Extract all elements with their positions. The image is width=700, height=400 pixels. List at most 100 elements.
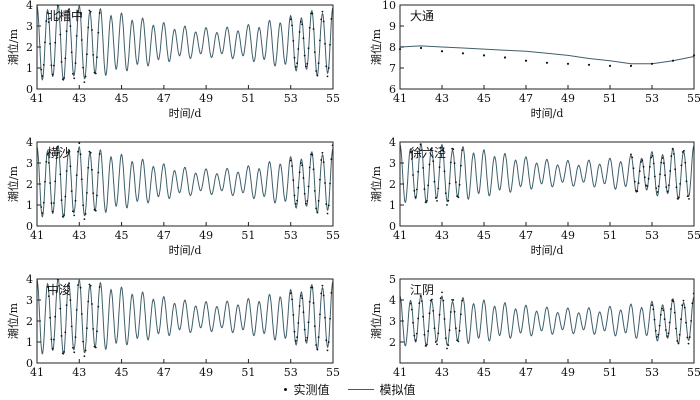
observed-point <box>91 29 93 31</box>
observed-point <box>301 164 303 167</box>
observed-point <box>289 159 292 162</box>
observed-point <box>84 213 87 215</box>
x-tick-label: 53 <box>645 92 659 105</box>
observed-point <box>291 24 293 27</box>
observed-point <box>77 284 79 286</box>
legend: 实测值 模拟值 <box>0 381 700 398</box>
observed-point <box>58 11 60 13</box>
x-axis-label: 时间/d <box>169 244 202 257</box>
observed-point <box>458 329 461 332</box>
observed-point <box>443 170 446 173</box>
observed-point <box>305 339 307 342</box>
observed-point <box>670 308 672 310</box>
observed-point <box>44 41 46 44</box>
observed-point <box>68 149 70 152</box>
observed-point <box>73 351 76 354</box>
x-tick-label: 51 <box>603 229 617 242</box>
y-tick-label: 4 <box>26 273 33 286</box>
observed-point <box>45 160 48 163</box>
observed-point <box>644 176 646 179</box>
observed-point <box>447 344 450 346</box>
observed-point <box>78 142 81 145</box>
observed-point <box>672 300 675 303</box>
observed-point <box>422 315 424 318</box>
observed-point <box>47 161 50 164</box>
observed-point <box>312 168 315 171</box>
observed-point <box>636 190 639 193</box>
observed-point <box>646 185 649 188</box>
y-tick-label: 4 <box>26 0 33 12</box>
observed-point <box>412 174 414 176</box>
observed-point <box>656 191 659 193</box>
observed-point <box>651 304 653 306</box>
observed-point <box>60 335 63 337</box>
observed-point <box>427 184 429 187</box>
observed-point <box>325 339 328 342</box>
observed-point <box>447 199 450 202</box>
observed-point <box>80 39 83 41</box>
y-tick-label: 4 <box>389 136 396 149</box>
observed-point <box>329 317 331 320</box>
observed-point <box>79 153 82 156</box>
observed-point <box>415 188 418 191</box>
observed-point <box>441 291 443 294</box>
observed-point <box>428 163 431 166</box>
observed-point <box>77 150 79 153</box>
x-tick-label: 51 <box>603 92 617 105</box>
observed-point <box>650 156 653 159</box>
observed-point <box>325 203 328 206</box>
observed-point <box>324 42 326 45</box>
observed-point <box>422 167 424 169</box>
x-tick-label: 53 <box>284 229 298 242</box>
observed-point <box>74 199 77 202</box>
observed-point <box>54 41 57 44</box>
observed-point <box>67 10 69 13</box>
observed-point <box>61 352 64 355</box>
observed-point <box>667 332 670 335</box>
observed-point <box>482 54 486 57</box>
x-tick-label: 55 <box>687 229 700 242</box>
observed-point <box>432 310 435 312</box>
observed-point <box>327 67 330 69</box>
x-axis-label: 时间/d <box>531 107 564 120</box>
observed-point <box>431 298 433 301</box>
observed-point <box>80 178 83 181</box>
observed-point <box>666 335 668 337</box>
observed-point <box>426 343 428 346</box>
observed-point <box>89 151 92 154</box>
x-tick-label: 55 <box>687 92 700 105</box>
observed-point <box>452 299 455 301</box>
observed-point <box>682 299 685 302</box>
observed-point <box>60 199 63 202</box>
observed-point <box>330 158 333 161</box>
simulated-series <box>37 144 333 219</box>
observed-point <box>306 200 309 202</box>
observed-point <box>436 200 438 202</box>
observed-point <box>92 54 95 56</box>
observed-point <box>642 165 645 168</box>
observed-point <box>419 295 422 297</box>
x-tick-label: 47 <box>157 229 171 242</box>
observed-point <box>53 338 55 341</box>
x-tick-label: 55 <box>326 229 340 242</box>
observed-point <box>50 338 53 341</box>
observed-point <box>320 292 323 295</box>
y-tick-label: 6 <box>389 83 396 96</box>
observed-point <box>65 170 68 172</box>
observed-point <box>315 70 317 72</box>
y-tick-label: 5 <box>389 273 396 286</box>
observed-point <box>661 157 664 159</box>
x-tick-label: 55 <box>687 366 700 379</box>
panel-title: 横沙 <box>47 146 71 160</box>
observed-point <box>438 166 441 169</box>
observed-point <box>460 164 462 167</box>
observed-point <box>410 158 413 160</box>
observed-point <box>86 192 88 194</box>
observed-point <box>449 161 452 164</box>
y-axis-label: 潮位/m <box>6 165 20 202</box>
observed-point <box>64 331 67 334</box>
observed-point <box>91 168 93 171</box>
observed-point <box>51 73 54 76</box>
x-tick-label: 51 <box>241 92 255 105</box>
